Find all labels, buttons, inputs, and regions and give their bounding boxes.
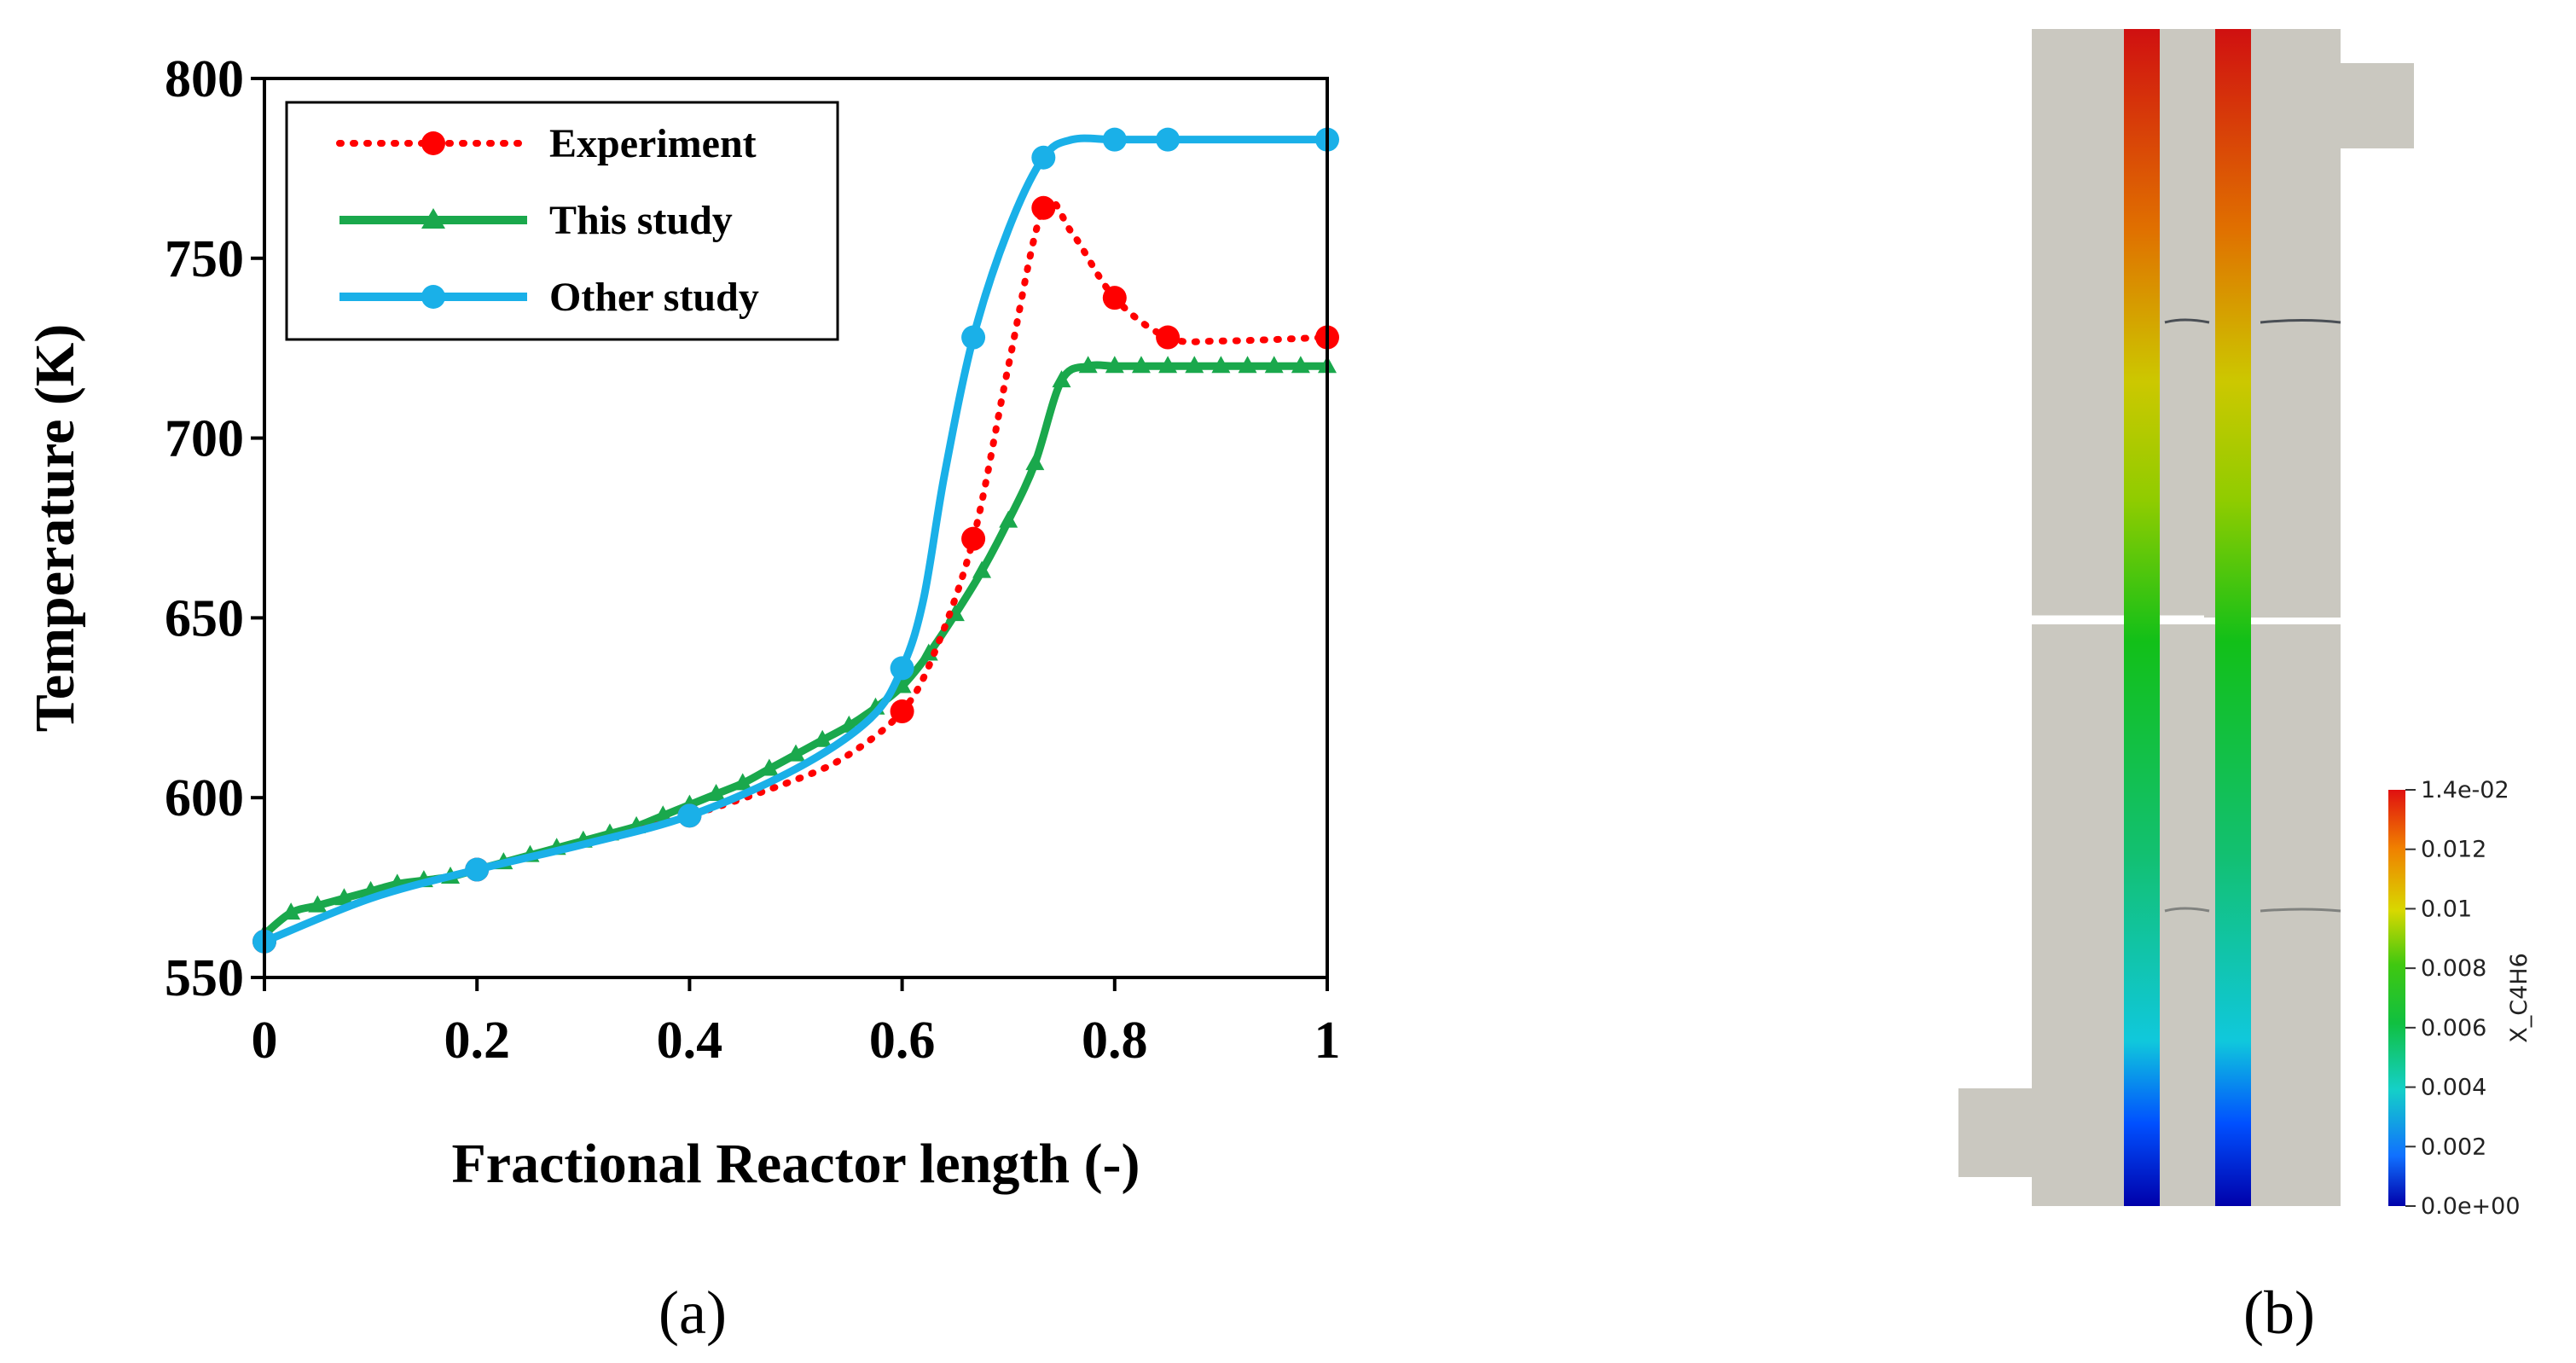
data-point [1031,145,1056,170]
data-point [892,676,912,693]
seam-upper-left [2164,318,2210,324]
reactor-body [1958,29,2414,1206]
x-tick-label: 0.2 [444,1012,510,1070]
series-this-study [255,356,1337,942]
data-point [1158,356,1178,374]
data-point [1185,356,1204,374]
tick-labels: 0 0.2 0.4 0.6 0.8 1 550 600 650 700 750 800 [165,50,1341,1070]
colorbar-ticks: 0.0e+00 0.002 0.004 0.006 0.008 0.01 0.012 1.4e… [2405,777,2521,1220]
seam-upper-right [2260,319,2341,324]
data-point [890,656,914,681]
data-point [1238,356,1257,374]
data-point [308,895,328,913]
data-point [1131,356,1151,374]
data-point [1078,356,1098,374]
colorbar-tick-label: 0.006 [2421,1015,2486,1041]
x-tick-label: 0.6 [869,1012,936,1070]
data-point [999,510,1018,528]
data-point [653,805,673,823]
series-line [260,361,1332,938]
data-point [706,783,726,801]
reactor-contour-panel: 0.0e+00 0.002 0.004 0.006 0.008 0.01 0.012 1.4e… [1958,29,2532,1347]
data-point [281,902,301,920]
colorbar-tick-label: 0.002 [2421,1134,2486,1160]
legend-marker-this-study [421,208,445,229]
legend-entry-other-study: Other study [339,275,759,320]
data-point [1156,325,1181,350]
series-line [260,134,1332,946]
axis-ticks [251,77,1329,991]
data-point [677,803,702,828]
seam-lower-right [2260,908,2341,913]
temperature-line-chart: 0 0.2 0.4 0.6 0.8 1 550 600 650 700 750 800 Fractio… [24,50,1341,1347]
seam-lower-left [2164,907,2210,913]
y-axis-label: Temperature (K) [24,324,86,732]
y-tick-label: 700 [165,410,244,468]
data-point [1031,195,1056,220]
data-point [733,773,752,791]
colorbar-tick-label: 1.4e-02 [2421,777,2509,803]
data-point [334,888,354,906]
data-point [1264,356,1284,374]
colorbar-tick-label: 0.008 [2421,955,2486,982]
y-tick-label: 650 [165,589,244,647]
reactor-lower-block [2032,624,2341,1206]
legend-entry-experiment: Experiment [336,121,757,166]
colorbar-gradient [2388,790,2405,1206]
colorbar-tick-label: 0.01 [2421,896,2472,922]
plot-frame [263,77,1329,979]
data-point [1156,127,1181,152]
data-point [972,560,992,578]
legend-entry-this-study: This study [339,198,733,243]
chart-series [252,127,1339,954]
data-point [786,744,805,762]
data-point [1291,356,1310,374]
colorbar-tick-label: 0.0e+00 [2421,1193,2521,1220]
legend-label-other-study: Other study [549,275,759,320]
data-point [890,699,914,724]
data-point [1105,356,1124,374]
flow-channel-right [2215,29,2251,1206]
data-point [465,857,490,882]
legend-marker-other-study [421,285,445,309]
flow-channel-left [2124,29,2160,1206]
data-point [1052,370,1071,388]
data-point [1211,356,1231,374]
y-tick-label: 800 [165,50,244,108]
x-tick-label: 0 [252,1012,278,1070]
colorbar-tick-label: 0.004 [2421,1075,2486,1101]
y-tick-label: 600 [165,769,244,827]
reactor-upper-block [2032,29,2341,618]
data-point [1102,286,1127,310]
legend-label-experiment: Experiment [549,121,757,166]
data-point [1102,127,1127,152]
data-point [813,729,833,747]
panel-label-a: (a) [659,1279,727,1347]
chart-legend: Experiment This study Other study [285,101,839,341]
y-tick-label: 750 [165,230,244,288]
x-axis-label: Fractional Reactor length (-) [451,1133,1140,1195]
x-tick-label: 0.8 [1082,1012,1148,1070]
data-point [759,758,779,776]
data-point [1025,453,1045,471]
x-tick-label: 0.4 [657,1012,723,1070]
outlet-port [2341,63,2414,148]
data-point [961,325,986,350]
legend-label-this-study: This study [549,198,733,243]
inlet-port [1958,1088,2032,1177]
colorbar: 0.0e+00 0.002 0.004 0.006 0.008 0.01 0.012 1.4e… [2388,777,2532,1220]
colorbar-title: X_C4H6 [2506,953,2532,1043]
legend-marker-experiment [421,131,445,155]
data-point [961,526,986,551]
y-tick-label: 550 [165,949,244,1007]
colorbar-tick-label: 0.012 [2421,837,2486,863]
x-tick-label: 1 [1314,1012,1341,1070]
panel-label-b: (b) [2243,1279,2315,1347]
